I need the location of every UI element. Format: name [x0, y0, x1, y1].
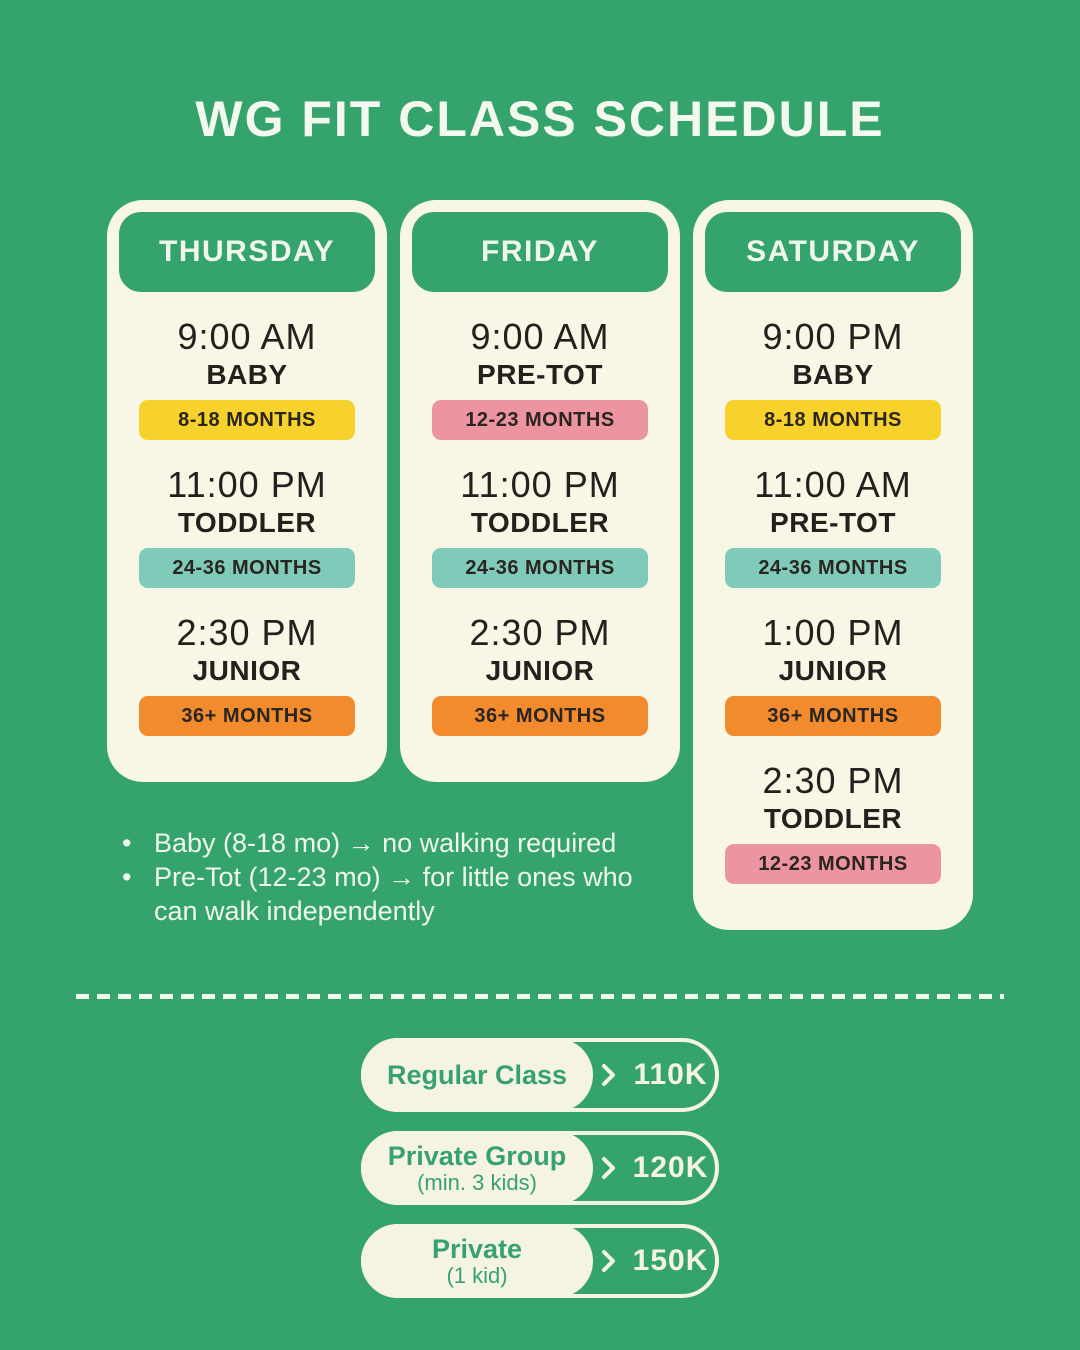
session-time: 11:00 AM — [754, 464, 912, 505]
pill-price-area: 120K — [593, 1135, 715, 1201]
age-badge: 36+ MONTHS — [139, 696, 355, 736]
session-name: TODDLER — [470, 507, 610, 538]
session-name: JUNIOR — [192, 655, 302, 686]
schedule-card-friday: FRIDAY 9:00 AM PRE-TOT 12-23 MONTHS 11:0… — [400, 200, 680, 782]
session-time: 2:30 PM — [469, 612, 611, 653]
pill-label: Private (1 kid) — [361, 1224, 593, 1298]
age-badge: 24-36 MONTHS — [139, 548, 355, 588]
age-badge: 8-18 MONTHS — [725, 400, 941, 440]
session-name: JUNIOR — [485, 655, 595, 686]
session: 9:00 AM BABY 8-18 MONTHS — [119, 318, 375, 440]
price-pill-private: Private (1 kid) 150K — [361, 1224, 719, 1298]
session-time: 2:30 PM — [176, 612, 318, 653]
note-item: Baby (8-18 mo) → no walking required — [118, 826, 678, 860]
session: 2:30 PM TODDLER 12-23 MONTHS — [705, 762, 961, 884]
day-header-saturday: SATURDAY — [705, 212, 961, 292]
price-pill-regular-class: Regular Class 110K — [361, 1038, 719, 1112]
pricing-list: Regular Class 110K Private Group (min. 3… — [0, 1038, 1080, 1298]
session-name: TODDLER — [177, 507, 317, 538]
price-value: 150K — [632, 1244, 709, 1277]
session-time: 9:00 AM — [470, 316, 610, 357]
age-badge: 36+ MONTHS — [432, 696, 648, 736]
chevron-right-icon — [600, 1154, 617, 1182]
session: 11:00 PM TODDLER 24-36 MONTHS — [412, 466, 668, 588]
session-name: TODDLER — [763, 803, 903, 834]
pill-price-area: 110K — [593, 1042, 715, 1108]
pill-label-sub: (min. 3 kids) — [417, 1169, 537, 1195]
day-header-thursday: THURSDAY — [119, 212, 375, 292]
session-time: 11:00 PM — [167, 464, 327, 505]
schedule-card-thursday: THURSDAY 9:00 AM BABY 8-18 MONTHS 11:00 … — [107, 200, 387, 782]
session-name: BABY — [206, 359, 288, 390]
pill-label-main: Regular Class — [386, 1059, 568, 1090]
session: 2:30 PM JUNIOR 36+ MONTHS — [119, 614, 375, 736]
session: 2:30 PM JUNIOR 36+ MONTHS — [412, 614, 668, 736]
pill-label-sub: (1 kid) — [446, 1262, 508, 1288]
session-time: 2:30 PM — [762, 760, 904, 801]
schedule-cards: THURSDAY 9:00 AM BABY 8-18 MONTHS 11:00 … — [0, 200, 1080, 930]
schedule-card-saturday: SATURDAY 9:00 PM BABY 8-18 MONTHS 11:00 … — [693, 200, 973, 930]
pill-label: Regular Class — [361, 1038, 593, 1112]
session: 11:00 AM PRE-TOT 24-36 MONTHS — [705, 466, 961, 588]
age-badge: 24-36 MONTHS — [725, 548, 941, 588]
age-badge: 8-18 MONTHS — [139, 400, 355, 440]
pill-label-main: Private Group — [387, 1140, 567, 1171]
price-pill-private-group: Private Group (min. 3 kids) 120K — [361, 1131, 719, 1205]
session-time: 9:00 PM — [762, 316, 904, 357]
age-badge: 12-23 MONTHS — [432, 400, 648, 440]
session-name: JUNIOR — [778, 655, 888, 686]
notes-list: Baby (8-18 mo) → no walking required Pre… — [118, 826, 678, 928]
session: 9:00 AM PRE-TOT 12-23 MONTHS — [412, 318, 668, 440]
price-value: 120K — [632, 1151, 709, 1184]
age-badge: 24-36 MONTHS — [432, 548, 648, 588]
price-value: 110K — [633, 1058, 708, 1091]
session-time: 1:00 PM — [762, 612, 904, 653]
note-item: Pre-Tot (12-23 mo) → for little ones who… — [118, 860, 678, 928]
session-name: PRE-TOT — [770, 507, 896, 538]
session: 11:00 PM TODDLER 24-36 MONTHS — [119, 466, 375, 588]
chevron-right-icon — [600, 1247, 617, 1275]
session-time: 11:00 PM — [460, 464, 620, 505]
pill-label: Private Group (min. 3 kids) — [361, 1131, 593, 1205]
dashed-divider — [76, 994, 1004, 999]
day-header-friday: FRIDAY — [412, 212, 668, 292]
age-badge: 12-23 MONTHS — [725, 844, 941, 884]
age-badge: 36+ MONTHS — [725, 696, 941, 736]
chevron-right-icon — [600, 1061, 617, 1089]
session: 1:00 PM JUNIOR 36+ MONTHS — [705, 614, 961, 736]
session-name: BABY — [792, 359, 874, 390]
page-title: WG FIT CLASS SCHEDULE — [195, 91, 885, 147]
session: 9:00 PM BABY 8-18 MONTHS — [705, 318, 961, 440]
pill-price-area: 150K — [593, 1228, 715, 1294]
session-name: PRE-TOT — [477, 359, 603, 390]
session-time: 9:00 AM — [177, 316, 317, 357]
pill-label-main: Private — [431, 1233, 523, 1264]
